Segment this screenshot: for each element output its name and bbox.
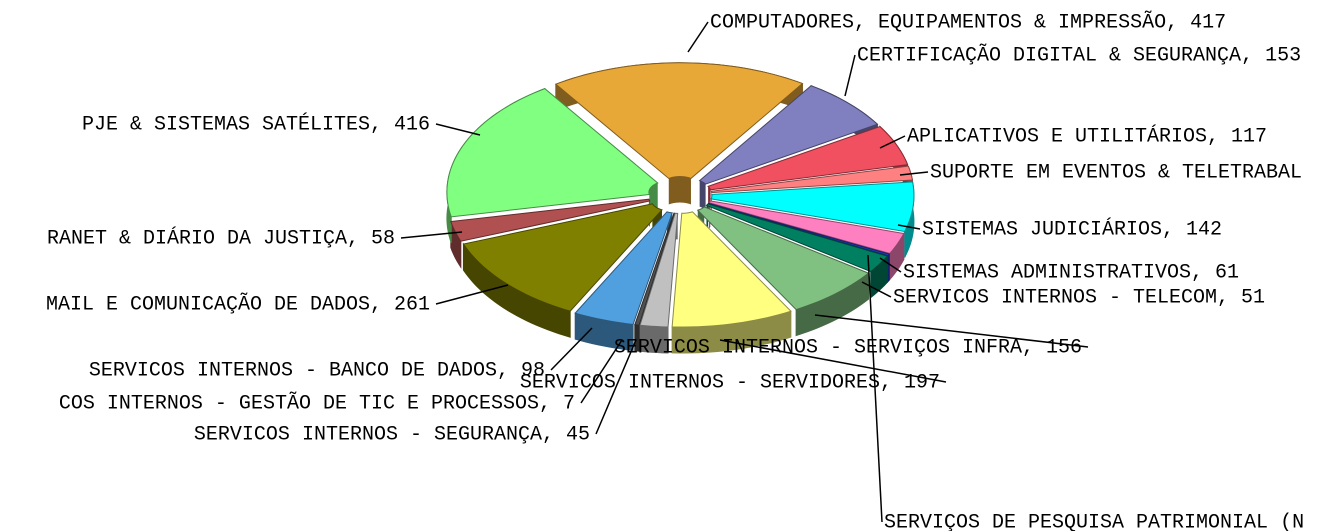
slice <box>696 206 870 311</box>
leader-line <box>867 254 883 523</box>
slice <box>710 181 915 233</box>
slice-side <box>887 252 890 283</box>
slice <box>554 62 804 180</box>
data-label: SERVIÇOS DE PESQUISA PATRIMONIAL (N <box>884 511 1304 531</box>
slice <box>574 211 673 325</box>
data-label: MAIL E COMUNICAÇÃO DE DADOS, 261 <box>46 291 430 316</box>
slice <box>671 211 792 328</box>
leader-line <box>814 314 1089 348</box>
data-label: SERVICOS INTERNOS - SERVIDORES, 197 <box>520 371 940 394</box>
data-label: RANET & DIÁRIO DA JUSTIÇA, 58 <box>47 226 395 250</box>
leader-line <box>899 171 929 176</box>
data-label: PJE & SISTEMAS SATÉLITES, 416 <box>82 112 430 136</box>
data-label: SERVICOS INTERNOS - SEGURANÇA, 45 <box>194 423 590 446</box>
leader-line <box>550 327 593 371</box>
leader-line <box>687 21 709 53</box>
leader-line <box>844 54 856 97</box>
data-label: SERVICOS INTERNOS - SERVIÇOS INFRA, 156 <box>614 336 1082 359</box>
data-label: COS INTERNOS - GESTÃO DE TIC E PROCESSOS… <box>59 390 575 415</box>
slice <box>462 203 663 312</box>
slice <box>698 85 879 185</box>
slice <box>710 165 914 194</box>
slice-tops <box>446 62 915 328</box>
data-label: SISTEMAS JUDICIÁRIOS, 142 <box>922 217 1222 241</box>
slice <box>707 202 891 257</box>
data-label: APLICATIVOS E UTILITÁRIOS, 117 <box>907 124 1267 148</box>
leader-line <box>595 339 637 435</box>
slice <box>446 88 659 218</box>
slice <box>708 200 905 255</box>
data-label: SISTEMAS ADMINISTRATIVOS, 61 <box>903 261 1239 284</box>
slice <box>639 212 679 328</box>
slice <box>707 125 909 191</box>
slice-side <box>668 176 691 205</box>
leader-line <box>879 257 902 273</box>
leader-line <box>897 224 921 230</box>
slice <box>705 203 889 273</box>
slice-side <box>699 180 706 211</box>
leader-line <box>719 339 947 383</box>
slice <box>634 212 675 326</box>
leader-line <box>435 284 509 305</box>
data-label: SUPORTE EM EVENTOS & TELETRABAL <box>930 161 1302 184</box>
slice <box>450 198 651 242</box>
data-label: CERTIFICAÇÃO DIGITAL & SEGURANÇA, 153 <box>857 42 1301 67</box>
leader-line <box>879 135 906 149</box>
data-label: COMPUTADORES, EQUIPAMENTOS & IMPRESSÃO, … <box>710 9 1226 34</box>
leader-line <box>580 339 623 404</box>
leader-line <box>400 231 463 239</box>
leader-line <box>435 123 481 136</box>
data-label: SERVICOS INTERNOS - BANCO DE DADOS, 98 <box>89 359 545 382</box>
leader-line <box>861 281 892 298</box>
data-label: SERVICOS INTERNOS - TELECOM, 51 <box>893 286 1265 309</box>
